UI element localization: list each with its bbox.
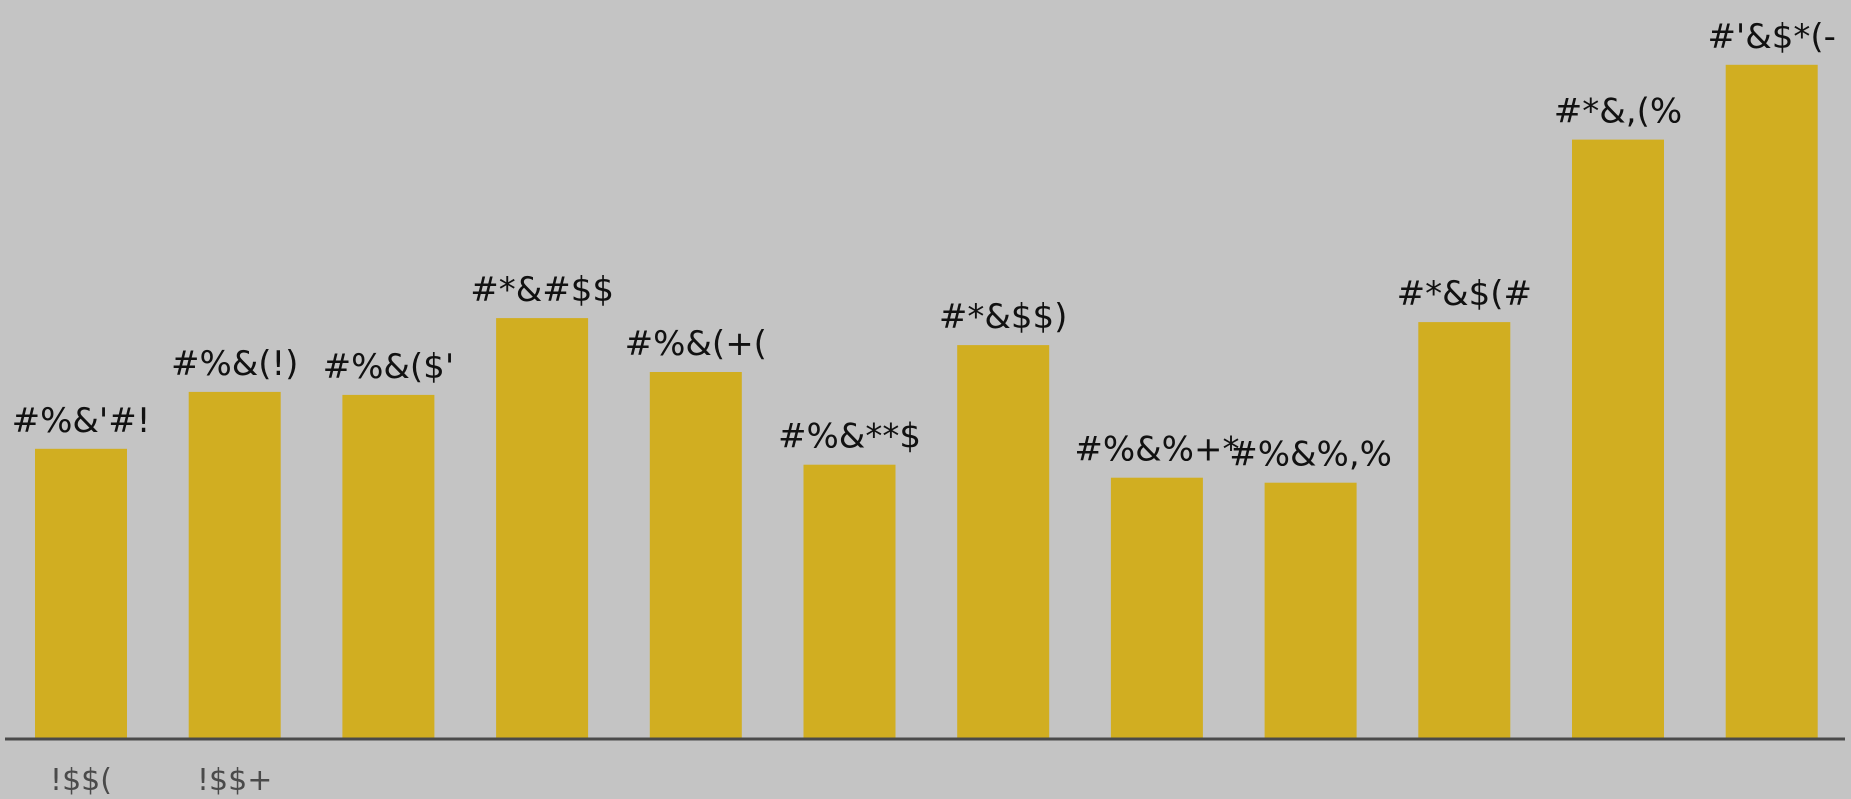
bar-8: [1110, 477, 1203, 738]
bar-9: [1264, 482, 1357, 738]
data-labels-group: #%&'#! #%&(!) #%&($' #*&#$$ #%&(+( #%&**$ #*&$…: [12, 17, 1836, 475]
data-label-3: #%&($': [323, 347, 455, 387]
data-label-4: #*&#$$: [470, 270, 614, 310]
data-label-5: #%&(+(: [625, 324, 767, 364]
data-label-6: #%&**$: [778, 417, 921, 457]
data-label-7: #*&$$): [939, 297, 1068, 337]
data-label-2: #%&(!): [171, 344, 298, 384]
bar-1: [35, 448, 127, 738]
data-label-11: #*&,(%: [1554, 92, 1682, 132]
bar-11: [1572, 139, 1664, 739]
bar-2: [188, 391, 281, 738]
bar-7: [957, 345, 1050, 738]
data-label-12: #'&$*(-: [1707, 17, 1836, 57]
x-tick-label-2: !$$+: [197, 763, 272, 798]
data-label-8: #%&%+*: [1074, 430, 1239, 470]
bar-3: [342, 394, 435, 738]
bar-12: [1725, 64, 1818, 739]
bars-group: [35, 64, 1818, 739]
data-label-1: #%&'#!: [12, 401, 151, 441]
x-tick-labels-group: !$$( !$$+: [50, 763, 272, 798]
bar-6: [803, 464, 896, 738]
bar-5: [649, 372, 742, 738]
data-label-10: #*&$(#: [1397, 274, 1532, 314]
x-tick-label-1: !$$(: [50, 763, 112, 798]
bar-4: [496, 318, 589, 738]
data-label-9: #%&%,%: [1229, 435, 1392, 475]
bar-10: [1418, 322, 1511, 738]
